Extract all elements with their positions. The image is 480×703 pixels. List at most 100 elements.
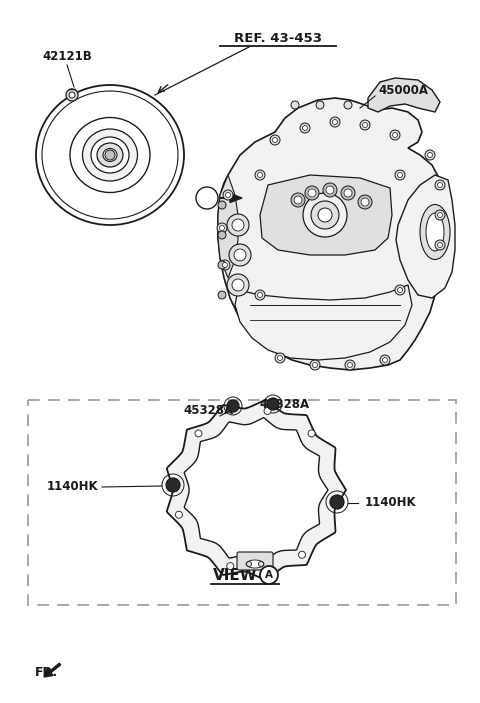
Circle shape — [218, 201, 226, 209]
Text: REF. 43-453: REF. 43-453 — [234, 32, 322, 44]
Circle shape — [227, 274, 249, 296]
Circle shape — [300, 123, 310, 133]
Circle shape — [333, 120, 337, 124]
Circle shape — [316, 101, 324, 109]
Circle shape — [294, 196, 302, 204]
Circle shape — [227, 214, 249, 236]
Circle shape — [360, 120, 370, 130]
Polygon shape — [368, 78, 440, 112]
Circle shape — [437, 183, 443, 188]
Circle shape — [260, 566, 278, 584]
Text: VIEW: VIEW — [213, 567, 257, 583]
Circle shape — [437, 212, 443, 217]
Text: 45000A: 45000A — [378, 84, 428, 96]
Circle shape — [218, 261, 226, 269]
Circle shape — [232, 219, 244, 231]
Circle shape — [437, 243, 443, 247]
Circle shape — [175, 511, 182, 518]
Circle shape — [105, 150, 115, 160]
Circle shape — [383, 358, 387, 363]
Text: FR.: FR. — [35, 666, 58, 680]
Circle shape — [196, 187, 218, 209]
Circle shape — [227, 400, 239, 412]
Circle shape — [435, 240, 445, 250]
Ellipse shape — [42, 91, 178, 219]
Circle shape — [255, 170, 265, 180]
Circle shape — [358, 195, 372, 209]
Circle shape — [345, 360, 355, 370]
Circle shape — [393, 132, 397, 138]
Ellipse shape — [426, 213, 444, 251]
Ellipse shape — [97, 143, 123, 167]
Circle shape — [361, 198, 369, 206]
Ellipse shape — [246, 560, 264, 568]
Circle shape — [234, 249, 246, 261]
Circle shape — [302, 126, 308, 131]
Circle shape — [341, 186, 355, 200]
Circle shape — [259, 562, 264, 567]
Polygon shape — [396, 175, 455, 298]
Circle shape — [311, 201, 339, 229]
Circle shape — [305, 186, 319, 200]
Circle shape — [330, 117, 340, 127]
Circle shape — [218, 231, 226, 239]
Circle shape — [344, 189, 352, 197]
Circle shape — [166, 478, 180, 492]
Circle shape — [348, 363, 352, 368]
Circle shape — [331, 499, 337, 506]
Circle shape — [257, 172, 263, 177]
Circle shape — [69, 92, 75, 98]
Circle shape — [308, 430, 315, 437]
Circle shape — [223, 190, 233, 200]
Circle shape — [66, 89, 78, 101]
Circle shape — [395, 170, 405, 180]
Circle shape — [247, 562, 252, 567]
Text: 42121B: 42121B — [42, 51, 92, 63]
Polygon shape — [218, 175, 238, 278]
Circle shape — [318, 208, 332, 222]
Circle shape — [390, 130, 400, 140]
Circle shape — [435, 210, 445, 220]
FancyArrow shape — [44, 663, 60, 677]
Circle shape — [226, 193, 230, 198]
Circle shape — [257, 292, 263, 297]
Circle shape — [308, 189, 316, 197]
Circle shape — [229, 244, 251, 266]
Text: 1140HK: 1140HK — [46, 480, 98, 494]
Text: 45328A: 45328A — [183, 404, 233, 416]
Ellipse shape — [420, 205, 450, 259]
Polygon shape — [235, 285, 412, 360]
Circle shape — [344, 101, 352, 109]
Circle shape — [227, 562, 234, 569]
Circle shape — [397, 172, 403, 177]
FancyArrow shape — [220, 193, 242, 202]
Polygon shape — [260, 175, 392, 255]
Circle shape — [219, 226, 225, 231]
Circle shape — [326, 186, 334, 194]
Polygon shape — [167, 400, 346, 580]
FancyBboxPatch shape — [28, 400, 456, 605]
Circle shape — [395, 285, 405, 295]
Text: 45328A: 45328A — [260, 397, 310, 411]
Circle shape — [435, 180, 445, 190]
Circle shape — [223, 262, 228, 268]
Circle shape — [397, 288, 403, 292]
Circle shape — [330, 495, 344, 509]
Circle shape — [428, 153, 432, 157]
Circle shape — [380, 355, 390, 365]
Circle shape — [362, 122, 368, 127]
Circle shape — [232, 279, 244, 291]
Circle shape — [425, 150, 435, 160]
Circle shape — [291, 193, 305, 207]
Text: A: A — [265, 571, 273, 581]
Circle shape — [220, 260, 230, 270]
Circle shape — [303, 193, 347, 237]
Ellipse shape — [70, 117, 150, 193]
Circle shape — [323, 183, 337, 197]
Ellipse shape — [83, 129, 137, 181]
Circle shape — [264, 408, 271, 415]
Circle shape — [255, 290, 265, 300]
Circle shape — [310, 360, 320, 370]
Ellipse shape — [91, 137, 129, 173]
Polygon shape — [184, 418, 328, 562]
